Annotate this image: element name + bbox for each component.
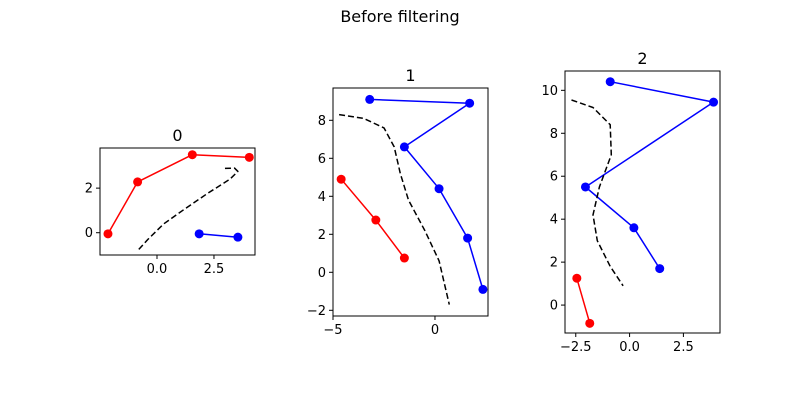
subplot-title: 2	[637, 49, 647, 68]
y-tick-label: 0	[85, 226, 93, 241]
y-tick-label: −2	[307, 304, 326, 319]
x-tick-label: 2.5	[204, 262, 225, 277]
decision-boundary	[571, 99, 624, 287]
subplot-title: 1	[405, 66, 415, 85]
x-tick-label: 0	[431, 323, 439, 338]
subplots: 0 0.0 2.5 0 2 1 −5 0 −2 0 2 4 6 8 2 −2.5 0.0 2.5 0 2 4 6 8 10	[85, 49, 721, 355]
blue-series-line	[369, 98, 484, 290]
red-point	[103, 229, 113, 239]
red-point	[572, 273, 582, 283]
x-tick-label: 0.0	[147, 262, 168, 277]
y-tick-label: 8	[550, 127, 558, 142]
decision-boundary	[338, 113, 451, 305]
red-series-line	[107, 153, 250, 235]
blue-series-line	[199, 233, 238, 238]
blue-point	[629, 223, 639, 233]
subplot-1: 1 −5 0 −2 0 2 4 6 8	[307, 66, 489, 338]
red-point	[133, 177, 143, 187]
subplot-2: 2 −2.5 0.0 2.5 0 2 4 6 8 10	[541, 49, 721, 355]
y-tick-label: 10	[541, 84, 558, 99]
blue-point	[233, 232, 243, 242]
blue-point	[399, 142, 409, 152]
axes-frame	[99, 147, 256, 256]
red-point	[585, 318, 595, 328]
x-tick-label: −5	[323, 323, 342, 338]
blue-point	[580, 182, 590, 192]
blue-point	[478, 284, 488, 294]
y-tick-label: 2	[550, 256, 558, 271]
axes-frame	[564, 70, 721, 334]
red-point	[371, 215, 381, 225]
x-tick-label: 0.0	[619, 340, 640, 355]
y-tick-label: 4	[550, 213, 558, 228]
blue-point	[365, 94, 375, 104]
x-tick-label: −2.5	[560, 340, 592, 355]
blue-point	[465, 98, 475, 108]
red-point	[187, 150, 197, 160]
x-tick-label: 2.5	[673, 340, 694, 355]
red-series-line	[576, 277, 591, 324]
red-point	[244, 152, 254, 162]
y-tick-label: 8	[318, 114, 326, 129]
red-point	[336, 174, 346, 184]
y-tick-label: 6	[318, 152, 326, 167]
blue-point	[605, 77, 615, 87]
blue-point	[655, 264, 665, 274]
subplot-title: 0	[172, 126, 182, 145]
axes-frame	[332, 87, 489, 317]
subplot-0: 0 0.0 2.5 0 2	[85, 126, 256, 277]
y-tick-label: 2	[318, 228, 326, 243]
blue-point	[463, 233, 473, 243]
y-tick-label: 6	[550, 170, 558, 185]
y-tick-label: 4	[318, 190, 326, 205]
blue-point	[434, 184, 444, 194]
red-point	[399, 253, 409, 263]
decision-boundary	[138, 167, 239, 250]
blue-series-line	[584, 80, 715, 270]
y-tick-label: 2	[85, 182, 93, 197]
y-tick-label: 0	[318, 266, 326, 281]
blue-point	[709, 97, 719, 107]
blue-point	[194, 229, 204, 239]
figure-title: Before filtering	[340, 7, 459, 26]
y-tick-label: 0	[550, 299, 558, 314]
